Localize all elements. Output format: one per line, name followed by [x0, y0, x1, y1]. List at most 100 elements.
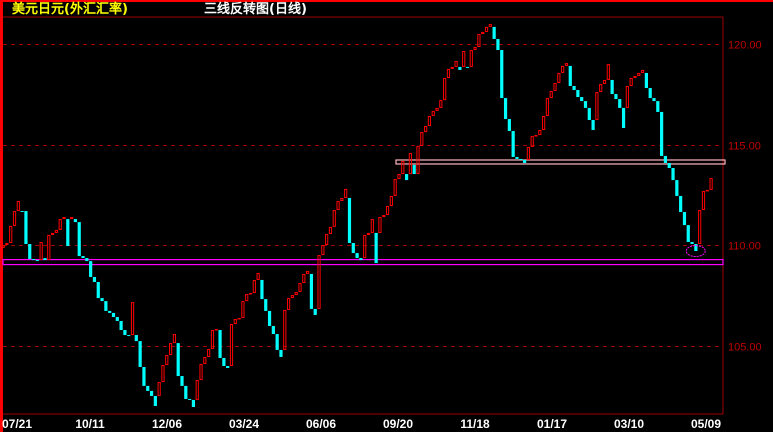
- up-brick: [397, 174, 401, 180]
- down-brick: [73, 219, 78, 223]
- up-brick: [424, 126, 428, 133]
- down-brick: [412, 165, 416, 175]
- x-tick-label: 05/09: [691, 417, 721, 431]
- up-brick: [530, 136, 534, 147]
- up-brick: [431, 110, 435, 116]
- up-brick: [382, 215, 386, 218]
- down-brick: [656, 101, 660, 112]
- up-brick: [229, 323, 234, 367]
- up-brick: [332, 210, 336, 227]
- down-brick: [667, 162, 671, 169]
- down-brick: [218, 330, 222, 358]
- up-brick: [210, 330, 215, 349]
- up-brick: [435, 107, 439, 111]
- up-brick: [549, 91, 553, 99]
- up-brick: [488, 24, 492, 27]
- down-brick: [652, 98, 656, 102]
- up-brick: [469, 50, 473, 67]
- up-brick: [481, 31, 485, 34]
- up-brick: [389, 195, 393, 207]
- down-brick: [119, 320, 123, 331]
- down-brick: [28, 243, 32, 260]
- y-axis: 120.00 115.00 110.00 105.00: [728, 40, 762, 354]
- x-tick-label: 12/06: [152, 417, 182, 431]
- up-brick: [545, 98, 550, 116]
- up-brick: [427, 115, 432, 127]
- up-brick: [484, 26, 489, 32]
- down-brick: [153, 395, 157, 407]
- x-axis: 07/21 10/11 12/06 03/24 06/06 09/20 11/18 01/17…: [2, 417, 721, 431]
- down-brick: [694, 243, 698, 252]
- up-brick: [168, 343, 173, 355]
- up-brick: [302, 273, 306, 283]
- up-brick: [237, 317, 241, 320]
- down-brick: [572, 86, 576, 91]
- down-brick: [503, 98, 508, 119]
- down-brick: [576, 90, 580, 98]
- down-brick: [690, 241, 694, 244]
- x-tick-label: 03/24: [229, 417, 259, 431]
- down-brick: [100, 298, 104, 302]
- up-brick: [416, 145, 420, 175]
- up-brick: [599, 83, 603, 93]
- down-brick: [146, 385, 150, 391]
- up-brick: [625, 86, 629, 108]
- x-tick-label: 03/10: [614, 417, 644, 431]
- up-brick: [701, 190, 706, 211]
- down-brick: [686, 225, 690, 242]
- reference-lines: [2, 159, 726, 266]
- down-brick: [660, 111, 664, 156]
- up-brick: [340, 197, 344, 201]
- up-brick: [698, 210, 702, 244]
- down-brick: [500, 50, 504, 99]
- down-brick: [260, 279, 264, 300]
- down-brick: [35, 260, 39, 262]
- down-brick: [458, 66, 462, 70]
- down-brick: [359, 258, 363, 261]
- down-brick: [648, 88, 652, 99]
- down-brick: [191, 399, 196, 408]
- up-brick: [161, 364, 165, 383]
- up-brick: [637, 72, 641, 76]
- resistance-line: [395, 159, 726, 165]
- down-brick: [644, 72, 648, 89]
- up-brick: [526, 146, 530, 160]
- up-brick: [363, 234, 367, 259]
- up-brick: [214, 329, 218, 331]
- x-tick-label: 06/06: [306, 417, 336, 431]
- x-tick-label: 11/18: [460, 417, 490, 431]
- up-brick: [534, 135, 538, 137]
- down-brick: [519, 158, 523, 160]
- support-line: [2, 258, 724, 266]
- up-brick: [443, 77, 447, 101]
- plot-frame: [3, 16, 724, 415]
- up-brick: [370, 219, 374, 233]
- up-brick: [290, 295, 294, 299]
- x-tick-label: 01/17: [537, 417, 567, 431]
- down-brick: [313, 308, 317, 315]
- down-brick: [583, 101, 588, 108]
- y-tick-label: 105.00: [728, 342, 762, 354]
- up-brick: [561, 65, 565, 73]
- down-brick: [24, 211, 28, 244]
- down-brick: [279, 349, 283, 357]
- up-brick: [256, 272, 260, 280]
- up-brick: [1, 245, 5, 249]
- up-brick: [130, 302, 135, 336]
- up-brick: [203, 356, 207, 364]
- x-tick-label: 07/21: [2, 417, 32, 431]
- down-brick: [682, 212, 687, 226]
- up-brick: [344, 188, 348, 198]
- down-brick: [580, 97, 584, 102]
- up-brick: [462, 51, 466, 67]
- down-brick: [614, 94, 618, 100]
- down-brick: [108, 310, 112, 313]
- up-brick: [294, 292, 298, 296]
- down-brick: [138, 341, 142, 368]
- down-brick: [81, 256, 85, 259]
- up-brick: [195, 380, 199, 400]
- down-brick: [226, 366, 230, 369]
- up-brick: [39, 241, 43, 261]
- up-brick: [157, 382, 161, 396]
